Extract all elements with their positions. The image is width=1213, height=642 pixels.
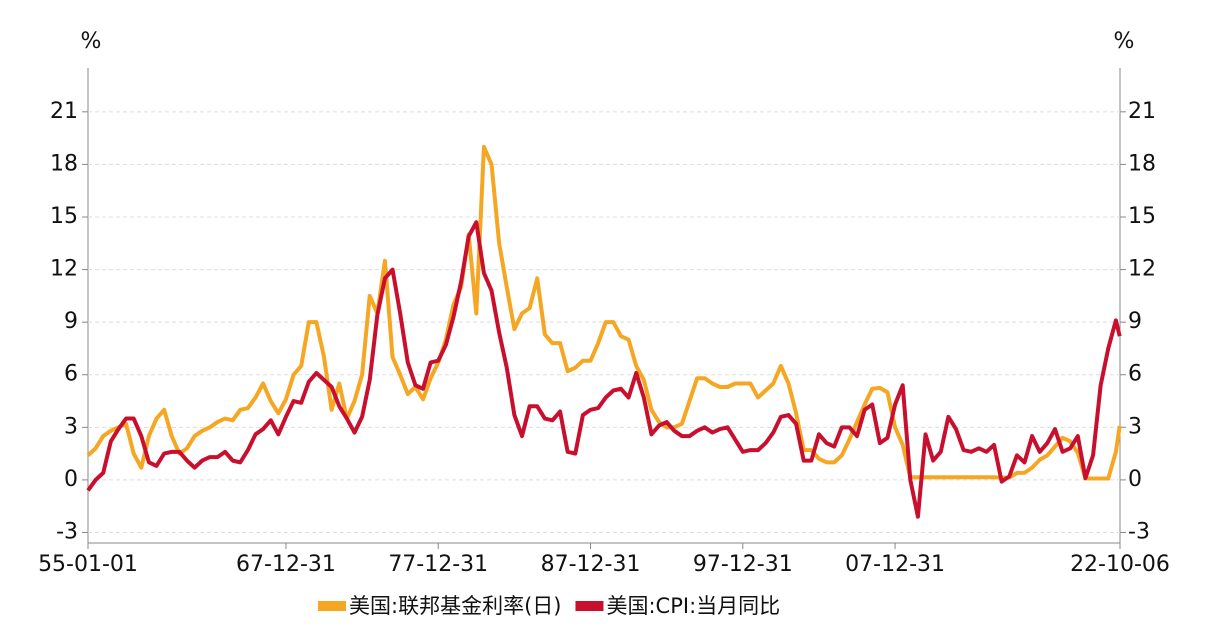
y2-tick-label: 3 — [1128, 414, 1142, 439]
y-tick-label: 0 — [64, 467, 78, 492]
x-tick-label: 87-12-31 — [541, 552, 641, 577]
x-tick-label: 22-10-06 — [1070, 552, 1170, 577]
legend-label: 美国:联邦基金利率(日) — [349, 594, 561, 618]
y-tick-label: 21 — [50, 99, 78, 124]
legend-swatch — [318, 601, 346, 611]
y2-axis-label: % — [1114, 29, 1135, 54]
legend-label: 美国:CPI:当月同比 — [606, 594, 780, 618]
y-tick-label: 18 — [50, 151, 78, 176]
x-tick-label: 77-12-31 — [388, 552, 488, 577]
x-tick-label: 55-01-01 — [38, 552, 138, 577]
y2-tick-label: 12 — [1128, 257, 1156, 282]
data-line — [86, 220, 1122, 519]
x-tick-label: 67-12-31 — [236, 552, 336, 577]
y-tick-label: -3 — [56, 519, 78, 544]
y-axis-label: % — [81, 29, 102, 54]
y-tick-label: 3 — [64, 414, 78, 439]
y2-tick-label: 0 — [1128, 467, 1142, 492]
y-tick-label: 9 — [64, 309, 78, 334]
y2-tick-label: 21 — [1128, 99, 1156, 124]
y-tick-label: 6 — [64, 362, 78, 387]
legend: 美国:联邦基金利率(日) 美国:CPI:当月同比 — [318, 594, 780, 618]
y2-tick-label: 15 — [1128, 204, 1156, 229]
legend-swatch — [575, 601, 604, 611]
y2-tick-label: 18 — [1128, 151, 1156, 176]
y2-tick-label: 9 — [1128, 309, 1142, 334]
x-tick-label: 07-12-31 — [845, 552, 945, 577]
y-tick-label: 12 — [50, 257, 78, 282]
y2-tick-label: -3 — [1128, 519, 1150, 544]
data-line — [86, 144, 1122, 481]
x-tick-label: 97-12-31 — [693, 552, 793, 577]
y-tick-label: 15 — [50, 204, 78, 229]
y2-tick-label: 6 — [1128, 362, 1142, 387]
